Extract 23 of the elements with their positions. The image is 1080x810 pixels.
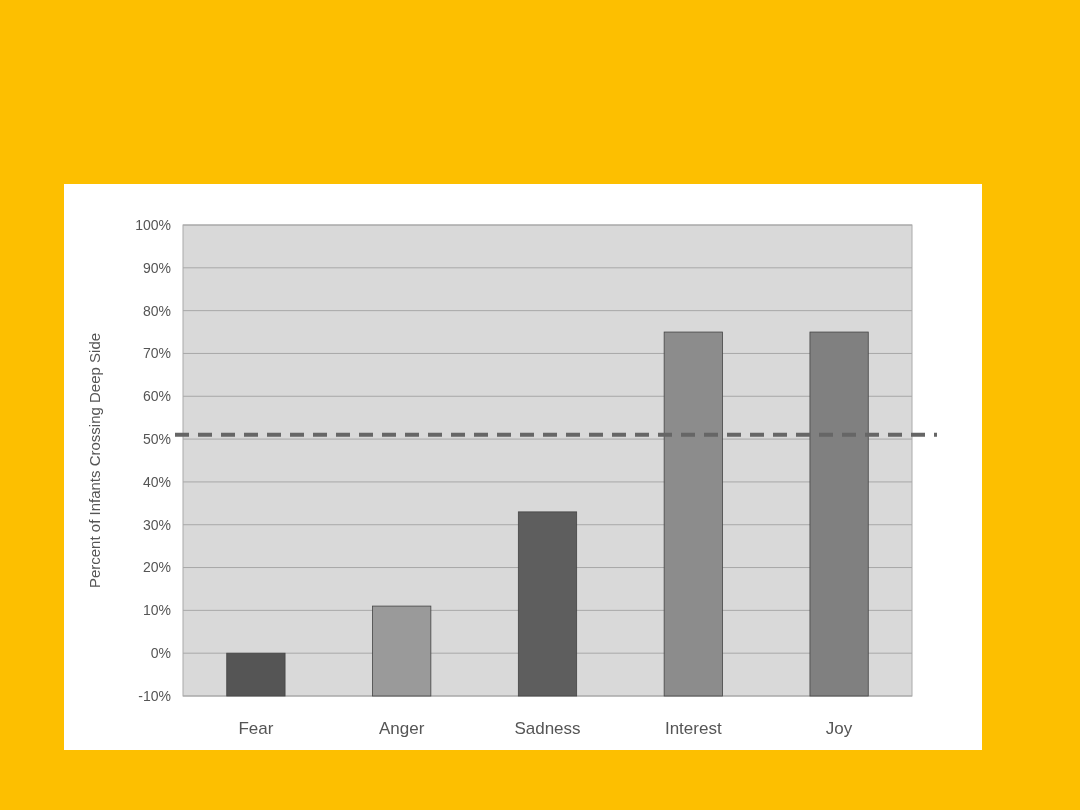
y-tick-label: 40%: [142, 473, 171, 490]
y-tick-label: 80%: [142, 302, 171, 319]
bar: [372, 605, 432, 697]
y-tick-label: 10%: [142, 602, 171, 619]
bar: [663, 331, 723, 697]
bar: [517, 511, 578, 697]
y-tick-label: 30%: [142, 516, 171, 533]
bar: [809, 331, 869, 697]
y-tick-label: 0%: [150, 645, 171, 662]
y-tick-label: 100%: [135, 216, 171, 233]
y-tick-label: 50%: [142, 430, 171, 447]
x-tick-label: Interest: [664, 719, 722, 738]
y-axis-title: Percent of Infants Crossing Deep Side: [86, 332, 103, 589]
x-tick-label: Fear: [238, 719, 274, 738]
x-tick-label: Joy: [825, 719, 853, 738]
x-tick-label: Sadness: [514, 719, 581, 738]
y-tick-label: 20%: [142, 559, 171, 576]
y-tick-label: -10%: [138, 687, 171, 704]
y-tick-label: 70%: [142, 345, 171, 362]
y-tick-label: 90%: [142, 259, 171, 276]
bar: [226, 652, 286, 697]
y-tick-label: 60%: [142, 388, 171, 405]
x-tick-label: Anger: [379, 719, 425, 738]
